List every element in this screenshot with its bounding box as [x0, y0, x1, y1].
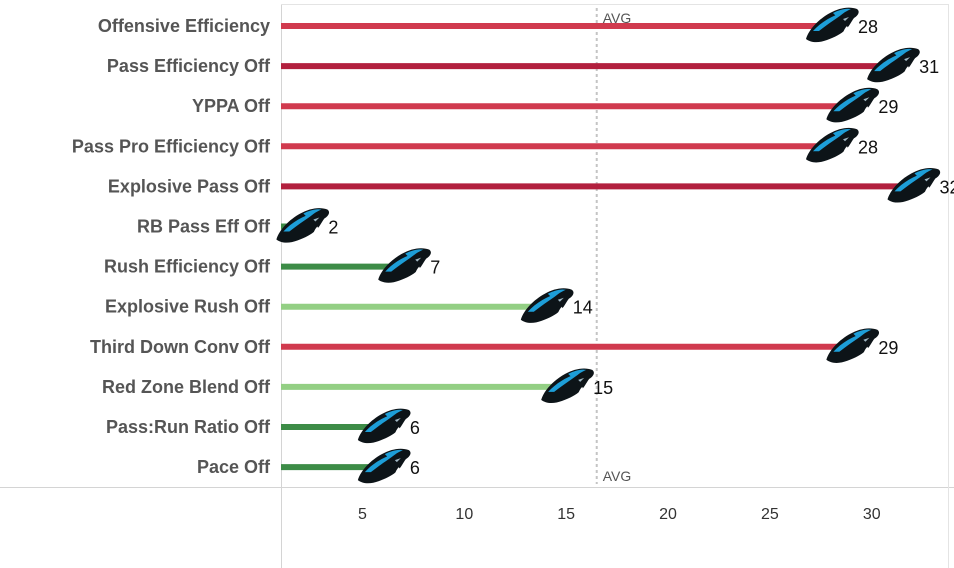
value-label-red-zone-blend-off: 15	[593, 378, 613, 398]
value-label-pass-pro-efficiency-off: 28	[858, 137, 878, 157]
category-label-offensive-efficiency: Offensive Efficiency	[98, 16, 270, 36]
category-label-pass-efficiency-off: Pass Efficiency Off	[107, 56, 271, 76]
category-label-pass-run-ratio-off: Pass:Run Ratio Off	[106, 417, 271, 437]
value-label-pace-off: 6	[410, 458, 420, 478]
category-label-pace-off: Pace Off	[197, 457, 271, 477]
value-label-pass-efficiency-off: 31	[919, 57, 939, 77]
x-tick-label-10: 10	[455, 506, 473, 523]
category-label-explosive-rush-off: Explosive Rush Off	[105, 297, 271, 317]
category-label-pass-pro-efficiency-off: Pass Pro Efficiency Off	[72, 136, 271, 156]
value-label-third-down-conv-off: 29	[878, 338, 898, 358]
value-label-explosive-rush-off: 14	[573, 298, 593, 318]
avg-reference: AVG AVG	[595, 8, 649, 484]
avg-label-bottom: AVG	[603, 468, 632, 484]
avg-label-top: AVG	[603, 10, 632, 26]
value-label-rush-efficiency-off: 7	[430, 258, 440, 278]
x-axis-ticks: 5 10 15 20 25 30	[358, 506, 881, 523]
value-label-rb-pass-eff-off: 2	[328, 218, 338, 238]
value-label-explosive-pass-off: 32	[939, 177, 954, 197]
value-label-yppa-off: 29	[878, 97, 898, 117]
category-label-yppa-off: YPPA Off	[192, 96, 271, 116]
chart-rows: Offensive Efficiency 28 Pass Efficiency Of…	[72, 7, 954, 484]
category-label-rb-pass-eff-off: RB Pass Eff Off	[137, 217, 271, 237]
x-tick-label-30: 30	[863, 506, 881, 523]
value-label-offensive-efficiency: 28	[858, 17, 878, 37]
category-label-third-down-conv-off: Third Down Conv Off	[90, 337, 271, 357]
value-label-pass-run-ratio-off: 6	[410, 418, 420, 438]
x-tick-label-15: 15	[557, 506, 575, 523]
x-tick-label-20: 20	[659, 506, 677, 523]
x-tick-label-25: 25	[761, 506, 779, 523]
category-label-rush-efficiency-off: Rush Efficiency Off	[104, 257, 271, 277]
category-label-red-zone-blend-off: Red Zone Blend Off	[102, 377, 271, 397]
category-label-explosive-pass-off: Explosive Pass Off	[108, 176, 271, 196]
x-tick-label-5: 5	[358, 506, 367, 523]
